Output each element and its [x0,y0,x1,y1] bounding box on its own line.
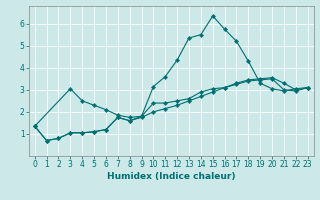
X-axis label: Humidex (Indice chaleur): Humidex (Indice chaleur) [107,172,236,181]
